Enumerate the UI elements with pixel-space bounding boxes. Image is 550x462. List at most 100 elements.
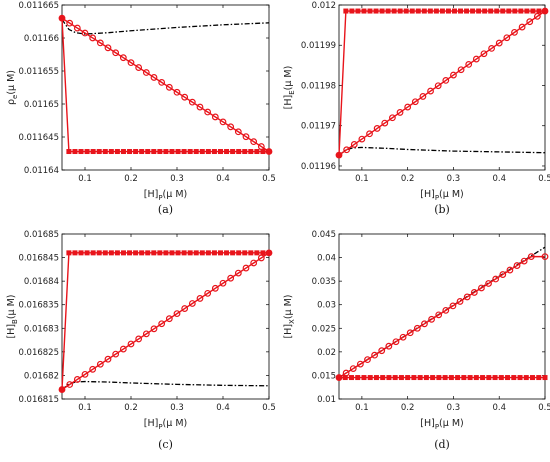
- square-marker: [205, 250, 211, 256]
- square-marker: [266, 250, 272, 256]
- circle-marker: [150, 74, 158, 81]
- square-marker: [59, 15, 65, 21]
- circle-marker: [449, 302, 457, 310]
- circle-marker: [204, 108, 212, 116]
- x-tick-label: 0.4: [492, 174, 506, 184]
- square-marker: [524, 8, 530, 14]
- circle-marker: [211, 284, 219, 292]
- series-line-circles: [61, 252, 270, 391]
- square-marker: [512, 8, 518, 14]
- circle-marker: [150, 325, 158, 333]
- square-marker: [72, 149, 78, 155]
- square-marker: [224, 250, 230, 256]
- y-tick-label: 0.016835: [18, 301, 59, 311]
- series-line-dashdot: [61, 380, 270, 391]
- circle-marker: [356, 360, 364, 368]
- circle-marker: [470, 289, 478, 296]
- x-tick-label: 0.3: [170, 403, 184, 413]
- plot-frame: [61, 4, 270, 171]
- square-marker: [505, 375, 511, 381]
- y-tick-label: 0.012: [312, 1, 336, 11]
- square-marker: [114, 149, 120, 155]
- y-tick-label: 0.01684: [24, 277, 59, 287]
- circle-marker: [413, 324, 421, 332]
- square-marker: [120, 250, 126, 256]
- square-marker: [467, 375, 473, 381]
- square-marker: [517, 375, 523, 381]
- x-tick-label: 0.3: [170, 174, 184, 184]
- circle-marker: [135, 335, 143, 343]
- x-tick-label: 0.5: [538, 403, 550, 413]
- square-marker: [385, 8, 391, 14]
- circle-marker: [472, 55, 480, 63]
- circle-marker: [119, 345, 127, 353]
- square-marker: [373, 375, 379, 381]
- square-marker: [175, 149, 181, 155]
- circle-marker: [518, 23, 526, 31]
- square-marker: [224, 149, 230, 155]
- y-tick-label: 0.01197: [301, 122, 336, 132]
- circle-marker: [112, 49, 120, 57]
- circle-marker: [527, 253, 535, 261]
- square-marker: [96, 250, 102, 256]
- square-marker: [518, 8, 524, 14]
- y-tick-label: 0.011645: [18, 133, 59, 143]
- circle-marker: [73, 24, 81, 32]
- circle-marker: [533, 12, 541, 20]
- square-marker: [342, 375, 348, 381]
- circle-marker: [396, 109, 404, 116]
- y-tick-label: 0.01166: [24, 34, 59, 44]
- circle-marker: [503, 34, 511, 42]
- x-tick-label: 0.4: [216, 174, 230, 184]
- x-tick-label: 0.2: [401, 403, 415, 413]
- circle-marker: [480, 50, 488, 58]
- square-marker: [169, 149, 175, 155]
- circle-marker: [385, 342, 393, 350]
- circle-marker: [520, 257, 528, 265]
- square-marker: [451, 8, 457, 14]
- y-tick-label: 0.015: [312, 371, 336, 381]
- square-marker: [230, 250, 236, 256]
- square-marker: [464, 8, 470, 14]
- square-marker: [492, 375, 498, 381]
- circle-marker: [142, 69, 150, 76]
- y-tick-label: 0.045: [312, 230, 336, 240]
- circle-marker: [96, 360, 104, 368]
- circle-marker: [513, 262, 521, 269]
- square-marker: [242, 250, 248, 256]
- square-marker: [139, 149, 145, 155]
- circle-marker: [406, 329, 414, 337]
- circle-marker: [358, 135, 366, 143]
- circle-marker: [81, 370, 89, 378]
- y-tick-label: 0.016815: [18, 395, 59, 405]
- x-axis-label: [H]P(μ M): [420, 418, 463, 431]
- x-tick-label: 0.2: [401, 174, 415, 184]
- square-marker: [59, 387, 65, 393]
- square-marker: [494, 8, 500, 14]
- y-tick-label: 0.01196: [301, 162, 336, 172]
- square-marker: [175, 250, 181, 256]
- square-marker: [476, 8, 482, 14]
- square-marker: [66, 149, 72, 155]
- circle-marker: [219, 118, 227, 126]
- y-tick-label: 0.01165: [24, 100, 59, 110]
- circle-marker: [404, 103, 412, 111]
- circle-marker: [96, 39, 104, 47]
- square-marker: [361, 375, 367, 381]
- square-marker: [411, 375, 417, 381]
- circle-marker: [366, 130, 373, 138]
- circle-marker: [181, 93, 189, 101]
- series-line-circles: [338, 10, 546, 156]
- square-marker: [157, 250, 163, 256]
- square-marker: [181, 149, 187, 155]
- circle-marker: [442, 77, 450, 84]
- y-tick-label: 0.03: [317, 301, 336, 311]
- square-marker: [415, 8, 421, 14]
- square-marker: [151, 149, 157, 155]
- y-tick-label: 0.011665: [18, 1, 59, 11]
- x-tick-label: 0.4: [492, 403, 506, 413]
- circle-marker: [511, 28, 518, 36]
- square-marker: [482, 8, 488, 14]
- y-axis-label: [H]X(μ M): [283, 294, 296, 338]
